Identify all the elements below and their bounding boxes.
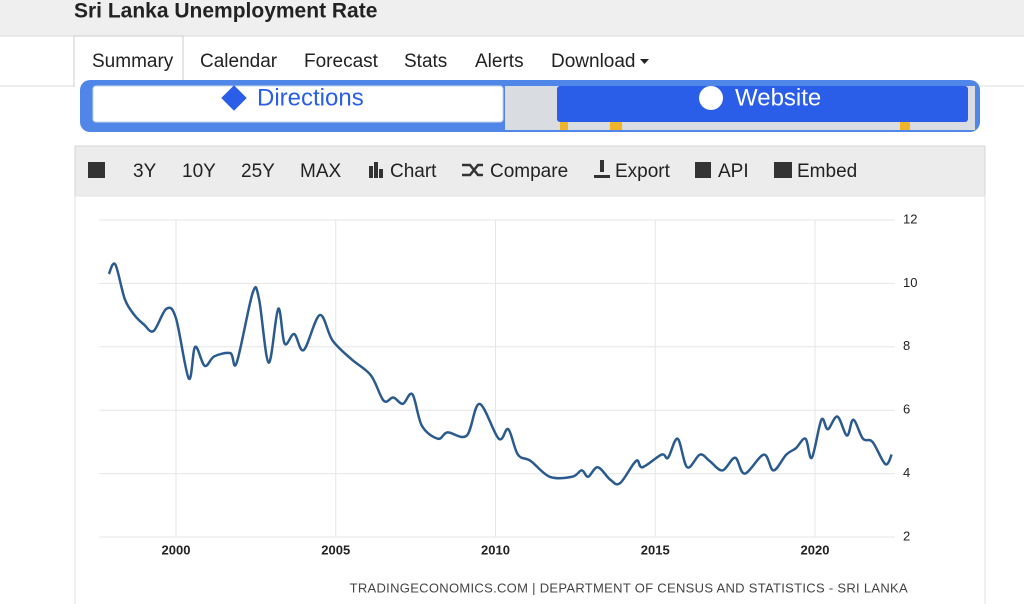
y-tick-label: 6	[903, 402, 910, 417]
y-tick-label: 2	[903, 528, 910, 543]
website-label: Website	[735, 84, 821, 111]
page-title: Sri Lanka Unemployment Rate	[74, 0, 377, 23]
directions-label: Directions	[257, 84, 364, 111]
toolbar-icon	[369, 166, 373, 178]
source-note: TRADINGECONOMICS.COM | DEPARTMENT OF CEN…	[350, 580, 908, 595]
toolbar-button[interactable]: Compare	[490, 161, 568, 182]
website-button[interactable]	[557, 86, 968, 122]
toolbar-button[interactable]: Chart	[390, 161, 437, 182]
website-icon	[699, 86, 723, 110]
tab[interactable]: Forecast	[304, 51, 379, 72]
map-road	[900, 120, 910, 130]
toolbar-icon	[374, 162, 378, 178]
y-tick-label: 4	[903, 465, 910, 480]
active-tab	[73, 35, 184, 87]
tab-bar: Summary Calendar Forecast Stats Alerts Downlo…	[73, 35, 649, 87]
map-road	[610, 120, 622, 130]
toolbar-icon	[379, 169, 383, 178]
header-bar	[0, 0, 1024, 36]
toolbar-icon	[594, 175, 610, 178]
toolbar-icon	[695, 162, 711, 178]
data-line	[107, 262, 893, 486]
toolbar-button[interactable]: MAX	[300, 161, 342, 182]
y-tick-label: 10	[903, 275, 917, 290]
tab[interactable]: Alerts	[475, 51, 524, 72]
x-tick-label: 2020	[801, 542, 830, 557]
y-tick-label: 8	[903, 338, 910, 353]
toolbar-button[interactable]: 3Y	[133, 161, 157, 182]
toolbar-items: 3Y 10Y 25Y MAX Chart Compare Export API Embed	[133, 160, 857, 182]
chart: 2 4 6 8 10 12 2000 2005 2010 2015 2020	[99, 211, 917, 557]
x-tick-label: 2015	[641, 542, 670, 557]
chart-frame	[74, 195, 986, 604]
toolbar	[74, 145, 986, 197]
tab[interactable]: Summary	[92, 51, 174, 72]
directions-button[interactable]	[92, 85, 504, 123]
x-tick-label: 2000	[162, 542, 191, 557]
y-tick-label: 12	[903, 211, 917, 226]
toolbar-icon	[462, 163, 483, 177]
calendar-icon[interactable]	[88, 162, 105, 178]
dropdown-caret	[640, 59, 649, 64]
toolbar-button[interactable]: 10Y	[182, 161, 216, 182]
toolbar-button[interactable]: Embed	[797, 161, 857, 182]
tab[interactable]: Calendar	[200, 51, 278, 72]
tab[interactable]: Download	[551, 51, 636, 72]
tab[interactable]: Stats	[404, 51, 447, 72]
map-road	[560, 118, 568, 130]
x-tick-label: 2010	[481, 542, 510, 557]
toolbar-icon	[600, 160, 604, 172]
toolbar-button[interactable]: 25Y	[241, 161, 275, 182]
toolbar-button[interactable]: Export	[615, 161, 671, 182]
x-tick-label: 2005	[321, 542, 350, 557]
toolbar-button[interactable]: API	[718, 161, 749, 182]
toolbar-icon	[774, 162, 792, 178]
